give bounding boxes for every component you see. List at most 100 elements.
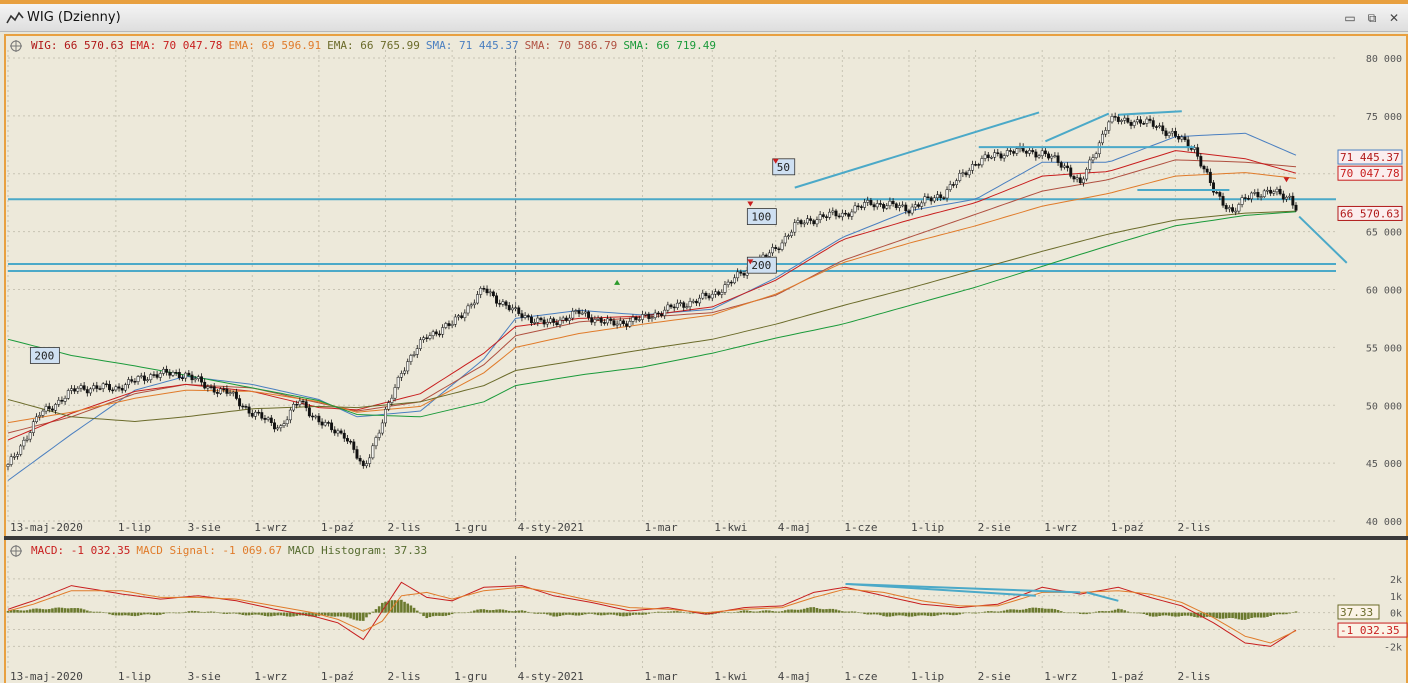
histogram-bar: [901, 612, 904, 616]
candle-body: [606, 318, 610, 324]
histogram-bar: [1285, 612, 1288, 615]
histogram-bar: [1047, 608, 1050, 613]
histogram-bar: [507, 610, 511, 613]
candle-body: [1034, 151, 1038, 158]
histogram-bar: [193, 611, 197, 613]
candle-body: [450, 324, 454, 326]
candle-body: [415, 348, 419, 355]
histogram-bar: [1186, 612, 1190, 616]
price-box: [1337, 149, 1403, 165]
histogram-bar: [634, 612, 638, 615]
histogram-bar: [872, 612, 876, 615]
histogram-bar: [568, 612, 571, 615]
candle-body: [932, 197, 936, 202]
histogram-bar: [676, 611, 679, 613]
candle-body: [996, 152, 1000, 154]
histogram-bar: [822, 609, 825, 613]
histogram-bar: [295, 612, 298, 616]
candle-body: [114, 386, 118, 391]
candle-body: [1062, 165, 1066, 168]
histogram-bar: [168, 612, 172, 614]
price-tick-label: 55 000: [1366, 343, 1402, 354]
histogram-bar: [1266, 612, 1269, 617]
candle-body: [529, 316, 533, 324]
histogram-bar: [1117, 608, 1120, 613]
candle-body: [361, 460, 365, 467]
histogram-bar: [742, 610, 746, 613]
histogram-bar: [596, 612, 600, 616]
histogram-bar: [561, 612, 565, 616]
candle-body: [1142, 123, 1146, 125]
candle-body: [780, 242, 784, 250]
candle-body: [412, 354, 416, 356]
candle-body: [282, 423, 286, 426]
histogram-bar: [482, 609, 486, 613]
histogram-bar: [942, 612, 946, 615]
candle-body: [710, 293, 714, 299]
histogram-bar: [1212, 612, 1215, 618]
candle-body: [9, 456, 13, 465]
candle-body: [365, 463, 368, 467]
macd-time-tick-label: 1-cze: [844, 670, 877, 683]
histogram-bar: [609, 612, 613, 615]
candle-body: [942, 197, 946, 199]
candle-body: [219, 388, 223, 394]
histogram-bar: [1050, 608, 1054, 613]
candle-body: [472, 302, 476, 306]
histogram-bar: [216, 612, 219, 613]
candle-body: [225, 388, 229, 394]
candle-body: [431, 331, 435, 336]
histogram-bar: [381, 602, 384, 613]
candle-body: [1218, 192, 1222, 197]
histogram-bar: [584, 612, 587, 615]
candle-body: [1012, 151, 1016, 154]
histogram-bar: [438, 612, 441, 616]
histogram-bar: [1161, 612, 1165, 616]
candle-body: [583, 311, 587, 314]
candle-body: [625, 323, 629, 327]
candle-body: [799, 220, 803, 225]
candle-body: [73, 388, 77, 392]
candle-body: [989, 156, 993, 159]
histogram-bar: [273, 612, 276, 616]
minimize-icon[interactable]: ▭: [1344, 11, 1356, 25]
histogram-bar: [22, 610, 26, 613]
histogram-bar: [856, 612, 860, 613]
candle-body: [510, 307, 514, 311]
candle-body: [1208, 171, 1212, 183]
candle-body: [16, 454, 19, 457]
histogram-bar: [511, 611, 514, 613]
restore-icon[interactable]: ⧉: [1367, 11, 1377, 25]
macd-time-tick-label: 4-sty-2021: [518, 670, 584, 683]
close-icon[interactable]: ✕: [1388, 11, 1400, 25]
candle-body: [479, 288, 483, 295]
candle-body: [1288, 195, 1292, 198]
candle-body: [92, 385, 96, 390]
histogram-bar: [796, 609, 800, 613]
histogram-bar: [425, 612, 429, 619]
histogram-bar: [530, 612, 533, 614]
histogram-bar: [860, 612, 863, 614]
move-handle-icon[interactable]: [9, 39, 23, 53]
macd-time-tick-label: 1-paź: [1111, 670, 1144, 683]
candle-body: [142, 375, 146, 381]
histogram-bar: [1224, 612, 1228, 619]
histogram-bar: [555, 612, 559, 617]
histogram-bar: [618, 612, 622, 617]
candle-body: [675, 302, 679, 308]
histogram-bar: [1037, 608, 1041, 613]
histogram-bar: [54, 607, 57, 613]
candle-body: [672, 306, 676, 309]
candle-body: [805, 218, 809, 224]
candle-body: [790, 231, 794, 236]
macd-time-tick-label: 1-wrz: [254, 670, 287, 683]
histogram-bar: [219, 612, 222, 614]
move-handle-icon[interactable]: [9, 544, 23, 558]
histogram-bar: [885, 612, 889, 617]
down-arrow-icon: [747, 201, 754, 207]
candle-body: [127, 379, 131, 385]
candle-body: [434, 331, 438, 335]
candle-body: [320, 421, 324, 426]
candle-body: [89, 388, 92, 394]
